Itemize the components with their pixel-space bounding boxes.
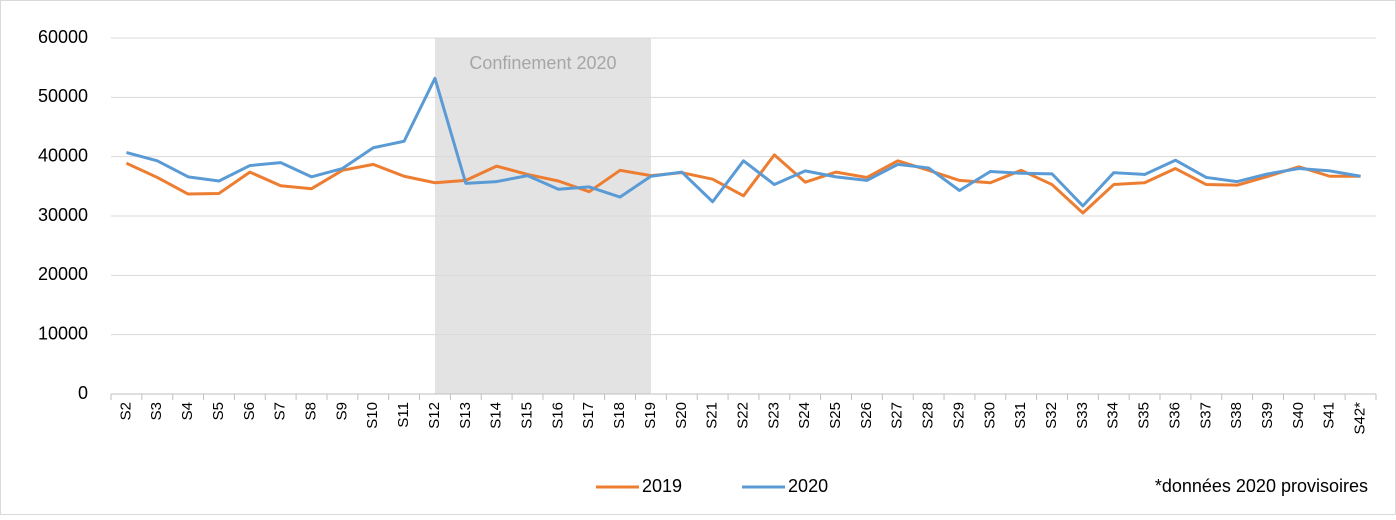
x-tick-label: S25 xyxy=(827,402,844,429)
footnote: *données 2020 provisoires xyxy=(1155,476,1368,496)
x-tick-label: S26 xyxy=(858,402,875,429)
y-tick-label: 20000 xyxy=(38,264,88,284)
x-tick-label: S4 xyxy=(179,402,196,420)
line-series xyxy=(126,76,1361,208)
x-tick-label: S24 xyxy=(796,402,813,429)
x-tick-label: S5 xyxy=(210,402,227,420)
x-tick-label: S19 xyxy=(642,402,659,429)
annotation: Confinement 2020 xyxy=(469,53,616,73)
x-tick-label: S6 xyxy=(241,402,258,420)
x-tick-label: S8 xyxy=(303,402,320,420)
x-tick-label: S40 xyxy=(1290,402,1307,429)
x-tick-label: S36 xyxy=(1166,402,1183,429)
x-tick-label: S30 xyxy=(981,402,998,429)
x-tick-label: S15 xyxy=(518,402,535,429)
x-tick-label: S10 xyxy=(364,402,381,429)
y-tick-label: 30000 xyxy=(38,205,88,225)
y-tick-label: 40000 xyxy=(38,145,88,165)
x-tick-label: S34 xyxy=(1105,402,1122,429)
x-tick-label: S20 xyxy=(673,402,690,429)
x-tick-label: S35 xyxy=(1136,402,1153,429)
x-tick-label: S13 xyxy=(457,402,474,429)
y-tick-label: 10000 xyxy=(38,323,88,343)
x-tick-label: S23 xyxy=(765,402,782,429)
x-tick-label: S33 xyxy=(1074,402,1091,429)
x-tick-label: S12 xyxy=(426,402,443,429)
x-tick-label: S11 xyxy=(395,402,412,428)
legend-label: 2020 xyxy=(788,476,828,496)
x-tick-label: S39 xyxy=(1259,402,1276,429)
line-series xyxy=(125,153,1361,215)
x-tick-label: S37 xyxy=(1197,402,1214,429)
x-tick-label: S41 xyxy=(1321,402,1338,429)
y-tick-label: 50000 xyxy=(38,86,88,106)
x-tick-label: S17 xyxy=(580,402,597,429)
x-tick-label: S21 xyxy=(704,402,721,429)
x-tick-label: S27 xyxy=(889,402,906,429)
x-tick-label: S3 xyxy=(148,402,165,420)
x-tick-label: S29 xyxy=(950,402,967,429)
x-tick-label: S28 xyxy=(920,402,937,429)
x-tick-label: S22 xyxy=(734,402,751,429)
x-tick-label: S16 xyxy=(549,402,566,429)
x-tick-label: S14 xyxy=(488,402,505,429)
x-tick-label: S7 xyxy=(272,402,289,420)
x-tick-label: S18 xyxy=(611,402,628,429)
x-tick-label: S42* xyxy=(1352,402,1369,435)
x-tick-label: S2 xyxy=(117,402,134,420)
y-tick-label: 0 xyxy=(78,383,88,403)
legend-label: 2019 xyxy=(642,476,682,496)
x-tick-label: S38 xyxy=(1228,402,1245,429)
y-tick-label: 60000 xyxy=(38,27,88,47)
x-tick-label: S32 xyxy=(1043,402,1060,429)
x-tick-label: S9 xyxy=(333,402,350,420)
x-tick-label: S31 xyxy=(1012,402,1029,429)
